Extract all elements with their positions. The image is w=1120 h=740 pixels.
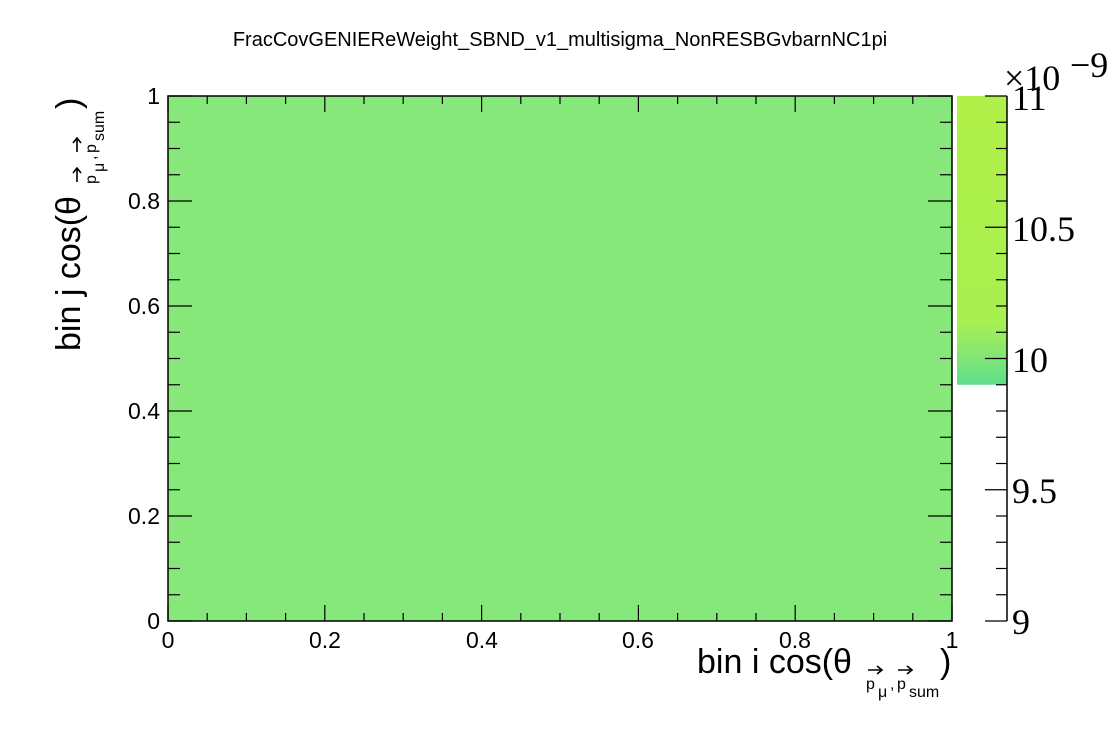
y-tick-label: 0.2 — [128, 503, 160, 529]
colorbar-exponent: ×10 — [1004, 58, 1060, 98]
x-tick-label: 0.4 — [466, 627, 498, 653]
x-tick-label: 0.6 — [622, 627, 654, 653]
vector-arrow-icon — [72, 136, 82, 152]
x-tick-label: 0.8 — [779, 627, 811, 653]
y-axis-ticks — [168, 95, 952, 622]
x-axis-label-sub: μ — [878, 684, 887, 701]
x-axis-label-sub: sum — [909, 684, 939, 701]
heatmap-cells — [168, 96, 952, 621]
x-axis-label-main: bin i cos(θ — [697, 643, 852, 681]
y-tick-label: 1 — [147, 83, 160, 109]
x-tick-label: 1 — [946, 627, 959, 653]
heatmap-cell — [168, 96, 952, 621]
y-tick-label: 0.6 — [128, 293, 160, 319]
x-tick-label: 0.2 — [309, 627, 341, 653]
y-tick-label: 0.8 — [128, 188, 160, 214]
y-axis-label-sub: , — [83, 156, 100, 160]
y-axis-label-sub: sum — [91, 111, 108, 141]
vector-arrow-icon — [72, 166, 82, 182]
colorbar-tick-label: 11 — [1012, 78, 1047, 118]
x-axis-label-sub: p — [866, 676, 875, 693]
vector-arrow-icon — [868, 665, 884, 675]
colorbar-tick-label: 10.5 — [1012, 209, 1075, 249]
y-axis-label-sub: p — [83, 175, 100, 184]
x-axis-label: bin i cos(θ p μ , p sum ) — [697, 643, 951, 701]
y-tick-label: 0 — [147, 608, 160, 634]
colorbar-tick-label: 9.5 — [1012, 471, 1057, 511]
colorbar-exponent-power: −9 — [1070, 45, 1108, 85]
colorbar-tick-label: 10 — [1012, 340, 1048, 380]
y-axis-label: bin j cos(θ p μ , p sum ) — [50, 98, 108, 351]
y-tick-label: 0.4 — [128, 398, 160, 424]
y-axis-label-sub: μ — [91, 163, 108, 172]
x-axis-ticks — [167, 96, 953, 621]
x-axis-label-sub: p — [897, 676, 906, 693]
colorbar-tick-label: 9 — [1012, 602, 1030, 642]
x-axis-label-close: ) — [940, 643, 951, 681]
y-axis-label-sub: p — [83, 144, 100, 153]
y-axis-label-close: ) — [50, 98, 88, 109]
vector-arrow-icon — [898, 665, 914, 675]
y-axis-label-main: bin j cos(θ — [50, 196, 88, 351]
x-axis-label-sub: , — [890, 676, 894, 693]
x-tick-label: 0 — [162, 627, 175, 653]
colorbar-fill — [957, 96, 1007, 385]
colorbar-ticks — [985, 95, 1007, 622]
chart-title: FracCovGENIEReWeight_SBND_v1_multisigma_… — [233, 29, 887, 51]
